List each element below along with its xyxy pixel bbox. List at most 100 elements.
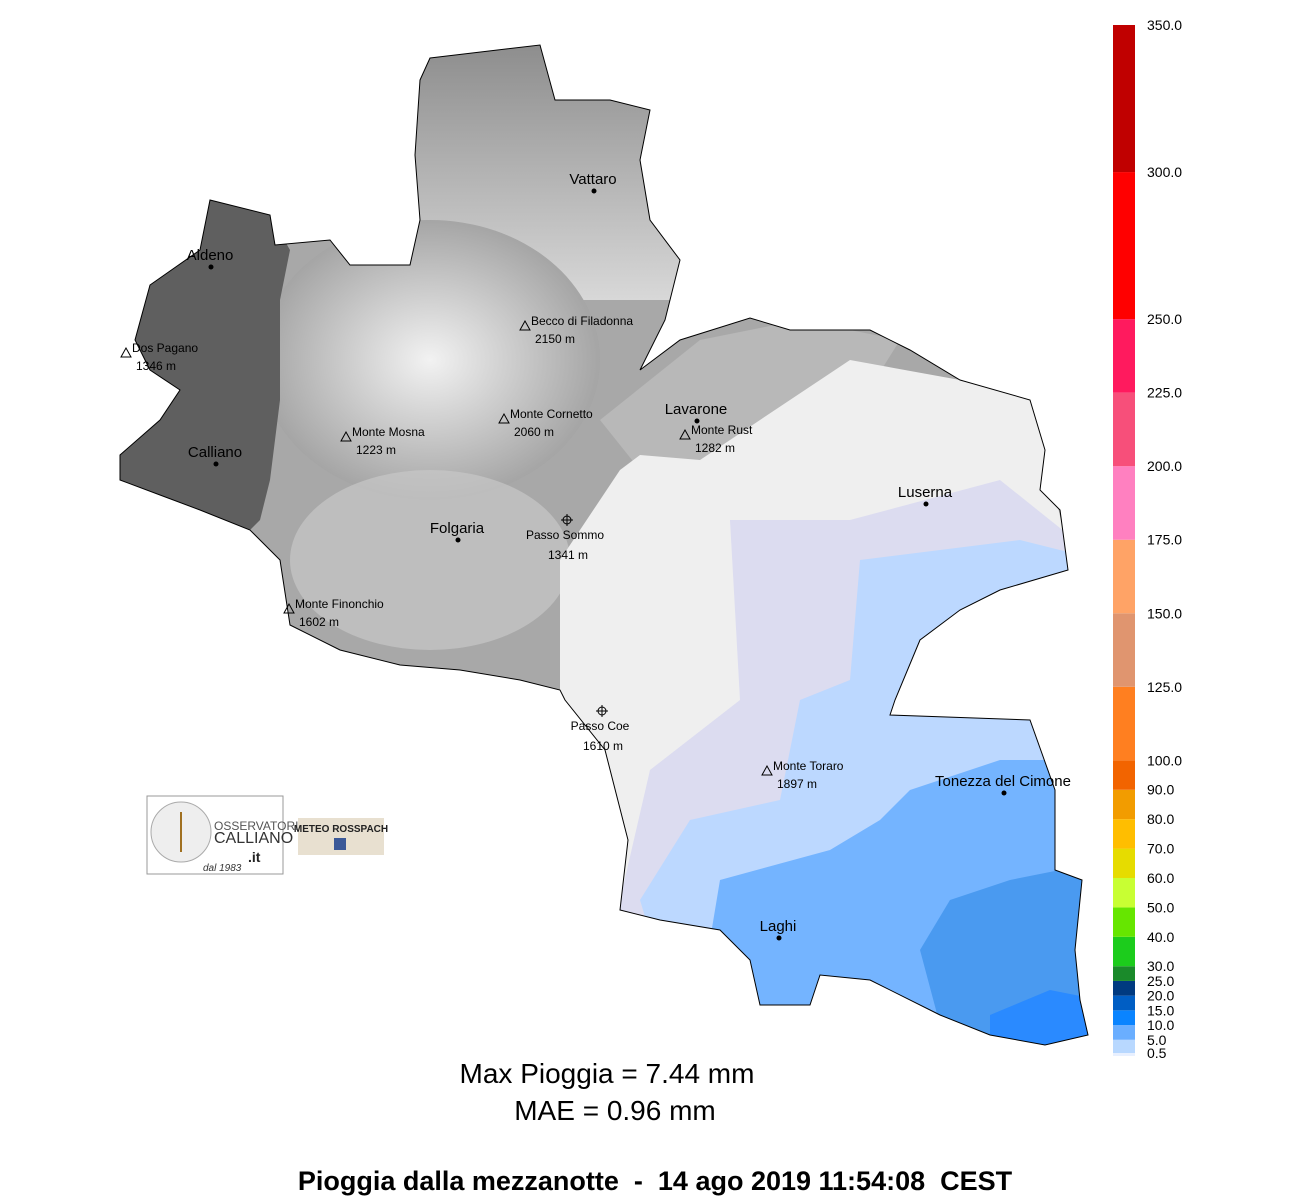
town-marker: [213, 461, 219, 467]
legend-band: [1113, 995, 1135, 1011]
legend-tick-label: 70.0: [1147, 841, 1174, 857]
town-label: Luserna: [898, 484, 953, 501]
legend-band: [1113, 1025, 1135, 1040]
partner-logo: METEO ROSSPACH: [294, 818, 388, 855]
logo-text: CALLIANO: [214, 830, 293, 847]
legend-band: [1113, 936, 1135, 967]
peak-elevation: 2060 m: [514, 425, 554, 439]
legend-band: [1113, 613, 1135, 687]
town-label: Folgaria: [430, 520, 485, 537]
peak-marker: [120, 346, 132, 358]
peak-label: Dos Pagano: [132, 341, 198, 355]
legend-tick-label: 125.0: [1147, 679, 1182, 695]
legend-band: [1113, 539, 1135, 614]
peak-marker: [761, 764, 773, 776]
peak-marker: [283, 602, 295, 614]
peak-label: Monte Rust: [691, 423, 753, 437]
pass-marker-cross: [561, 514, 573, 526]
legend-band: [1113, 25, 1135, 173]
pass-elevation: 1341 m: [548, 548, 588, 562]
legend-tick-label: 10.0: [1147, 1017, 1174, 1033]
legend-band: [1113, 1053, 1135, 1056]
peak-marker: [519, 319, 531, 331]
legend-tick-label: 80.0: [1147, 811, 1174, 827]
town-label: Vattaro: [569, 171, 616, 188]
legend-band: [1113, 907, 1135, 937]
legend-tick-label: 150.0: [1147, 605, 1182, 621]
logo-text: dal 1983: [203, 863, 242, 874]
peak-label: Monte Finonchio: [295, 597, 384, 611]
legend-tick-label: 50.0: [1147, 899, 1174, 915]
pass-label: Passo Coe: [571, 719, 630, 733]
pass-marker-cross: [596, 705, 608, 717]
legend-tick-label: 100.0: [1147, 752, 1182, 768]
legend-band: [1113, 686, 1135, 761]
legend-tick-label: 40.0: [1147, 929, 1174, 945]
stat-text: MAE = 0.96 mm: [514, 1095, 716, 1126]
legend-tick-label: 30.0: [1147, 958, 1174, 974]
pass-elevation: 1610 m: [583, 739, 623, 753]
town-label: Tonezza del Cimone: [935, 773, 1071, 790]
legend-tick-label: 200.0: [1147, 458, 1182, 474]
logo-text: OSSERVATORIO: [214, 819, 308, 833]
logo-text: METEO ROSSPACH: [294, 824, 388, 835]
legend-band: [1113, 877, 1135, 908]
page-title: Pioggia dalla mezzanotte - 14 ago 2019 1…: [298, 1166, 1013, 1196]
peak-elevation: 2150 m: [535, 332, 575, 346]
town-label: Calliano: [188, 444, 242, 461]
town-marker: [694, 418, 700, 424]
legend-tick-label: 15.0: [1147, 1002, 1174, 1018]
town-marker: [1001, 790, 1007, 796]
town-label: Lavarone: [665, 401, 728, 418]
legend-band: [1113, 819, 1135, 849]
legend-band: [1113, 760, 1135, 790]
peak-elevation: 1602 m: [299, 615, 339, 629]
legend-tick-label: 225.0: [1147, 385, 1182, 401]
town-marker: [923, 501, 929, 507]
town-marker: [591, 188, 597, 194]
legend-band: [1113, 172, 1135, 320]
legend-tick-label: 175.0: [1147, 532, 1182, 548]
legend-band: [1113, 392, 1135, 467]
legend: 0.55.010.015.020.025.030.0 40.0 50.0 60.0 70…: [1113, 17, 1182, 1061]
legend-band: [1113, 1010, 1135, 1026]
peak-marker: [498, 412, 510, 424]
legend-tick-label: 25.0: [1147, 973, 1174, 989]
logo-text: .it: [248, 849, 261, 865]
facebook-icon: [334, 838, 346, 850]
town-marker: [455, 537, 461, 543]
pass-label: Passo Sommo: [526, 528, 604, 542]
legend-tick-label: 250.0: [1147, 311, 1182, 327]
peak-elevation: 1897 m: [777, 777, 817, 791]
peak-elevation: 1282 m: [695, 441, 735, 455]
relief-map: [120, 45, 1088, 1045]
peak-label: Monte Cornetto: [510, 407, 593, 421]
legend-band: [1113, 980, 1135, 996]
peak-elevation: 1346 m: [136, 359, 176, 373]
legend-tick-label: 20.0: [1147, 988, 1174, 1004]
legend-tick-label: 60.0: [1147, 870, 1174, 886]
town-label: Aldeno: [187, 247, 234, 264]
legend-band: [1113, 466, 1135, 540]
town-marker: [776, 935, 782, 941]
stat-text: Max Pioggia = 7.44 mm: [460, 1058, 755, 1089]
legend-tick-label: 90.0: [1147, 782, 1174, 798]
places: Vattaro Aldeno Calliano Folgaria Lavarone Lus…: [120, 171, 1071, 941]
town-marker: [208, 264, 214, 270]
peak-marker: [679, 428, 691, 440]
legend-tick-label: 0.5: [1147, 1045, 1167, 1061]
legend-band: [1113, 319, 1135, 393]
observatory-logo: OSSERVATORIO CALLIANO .it dal 1983: [146, 795, 308, 875]
peak-elevation: 1223 m: [356, 443, 396, 457]
legend-band: [1113, 789, 1135, 820]
legend-tick-label: 300.0: [1147, 164, 1182, 180]
legend-tick-label: 5.0: [1147, 1032, 1167, 1048]
legend-band: [1113, 966, 1135, 981]
legend-band: [1113, 1039, 1135, 1053]
town-label: Laghi: [760, 918, 797, 935]
peak-label: Monte Mosna: [352, 425, 425, 439]
peak-label: Monte Toraro: [773, 759, 844, 773]
peak-label: Becco di Filadonna: [531, 314, 633, 328]
legend-band: [1113, 848, 1135, 878]
